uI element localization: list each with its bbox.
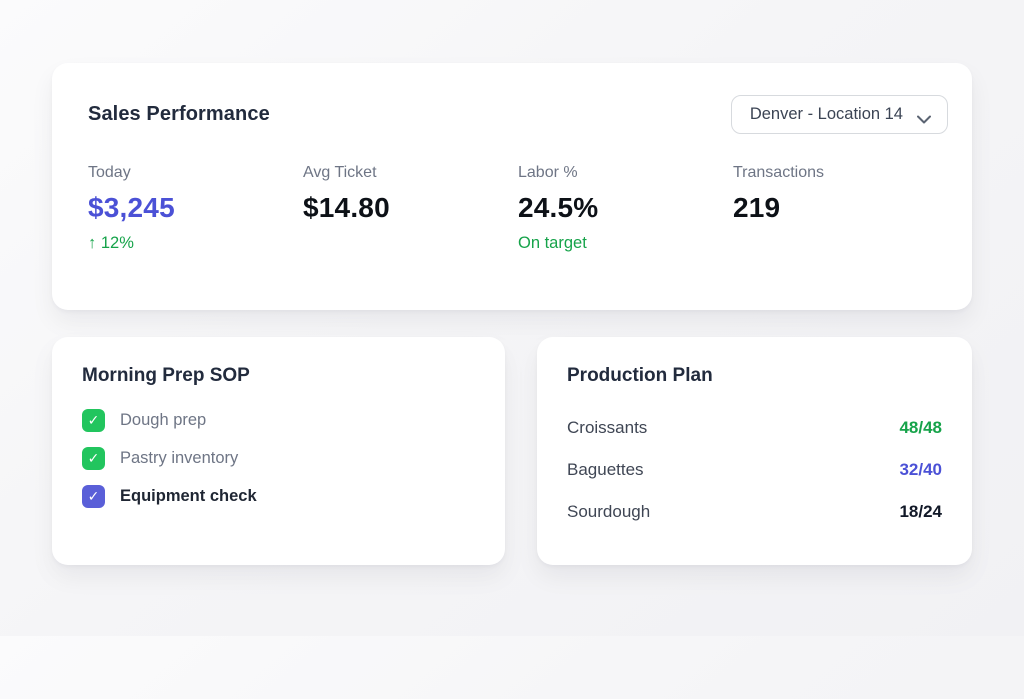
checklist-item-label: Equipment check — [120, 487, 257, 505]
chevron-down-icon — [917, 110, 931, 124]
bottom-cards-row: Morning Prep SOP ✓ Dough prep ✓ Pastry i… — [52, 337, 972, 565]
checklist-item-pastry-inventory[interactable]: ✓ Pastry inventory — [82, 447, 475, 470]
production-item-count: 18/24 — [899, 502, 942, 521]
checklist-item-label: Pastry inventory — [120, 449, 239, 467]
prep-checklist: ✓ Dough prep ✓ Pastry inventory ✓ Equipm… — [82, 409, 475, 508]
production-row-baguettes: Baguettes 32/40 — [567, 449, 942, 491]
metric-labor-pct: Labor % 24.5% On target — [518, 164, 733, 253]
prep-card-title: Morning Prep SOP — [82, 365, 250, 386]
production-row-croissants: Croissants 48/48 — [567, 407, 942, 449]
location-selector-value: Denver - Location 14 — [749, 105, 903, 123]
production-item-count: 48/48 — [899, 418, 942, 437]
metric-value: $14.80 — [303, 192, 390, 223]
production-item-label: Croissants — [567, 418, 648, 437]
production-row-sourdough: Sourdough 18/24 — [567, 491, 942, 533]
checkbox-checked-icon[interactable]: ✓ — [82, 485, 105, 508]
metric-value: $3,245 — [88, 192, 175, 223]
production-item-label: Baguettes — [567, 460, 644, 479]
metric-label: Transactions — [733, 164, 824, 181]
metric-label: Labor % — [518, 164, 578, 181]
metric-value: 219 — [733, 192, 781, 223]
metric-value: 24.5% — [518, 192, 599, 223]
metric-label: Avg Ticket — [303, 164, 377, 181]
check-icon: ✓ — [87, 488, 100, 504]
checklist-item-dough-prep[interactable]: ✓ Dough prep — [82, 409, 475, 432]
metric-status: On target — [518, 234, 587, 252]
metric-transactions: Transactions 219 — [733, 164, 948, 253]
arrow-up-icon: ↑ — [88, 234, 97, 252]
checklist-item-label: Dough prep — [120, 411, 207, 429]
checkbox-checked-icon[interactable]: ✓ — [82, 409, 105, 432]
morning-prep-sop-card: Morning Prep SOP ✓ Dough prep ✓ Pastry i… — [52, 337, 505, 565]
sales-metrics-row: Today $3,245 ↑ 12% Avg Ticket $14.80 Lab… — [88, 164, 948, 253]
sales-card-header: Sales Performance Denver - Location 14 — [88, 95, 948, 134]
metric-delta-text: 12% — [100, 234, 134, 252]
production-item-count: 32/40 — [899, 460, 942, 479]
production-card-title: Production Plan — [567, 365, 713, 386]
metric-today: Today $3,245 ↑ 12% — [88, 164, 303, 253]
check-icon: ✓ — [87, 450, 100, 466]
metric-delta: ↑ 12% — [88, 234, 303, 253]
dashboard: Sales Performance Denver - Location 14 T… — [52, 63, 972, 565]
metric-avg-ticket: Avg Ticket $14.80 — [303, 164, 518, 253]
sales-performance-card: Sales Performance Denver - Location 14 T… — [52, 63, 972, 310]
production-rows: Croissants 48/48 Baguettes 32/40 Sourdou… — [567, 407, 942, 533]
location-selector[interactable]: Denver - Location 14 — [730, 95, 948, 134]
checklist-item-equipment-check[interactable]: ✓ Equipment check — [82, 485, 475, 508]
production-item-label: Sourdough — [567, 502, 651, 521]
check-icon: ✓ — [87, 412, 100, 428]
checkbox-checked-icon[interactable]: ✓ — [82, 447, 105, 470]
sales-card-title: Sales Performance — [88, 103, 270, 125]
production-plan-card: Production Plan Croissants 48/48 Baguett… — [537, 337, 972, 565]
metric-label: Today — [88, 164, 131, 181]
